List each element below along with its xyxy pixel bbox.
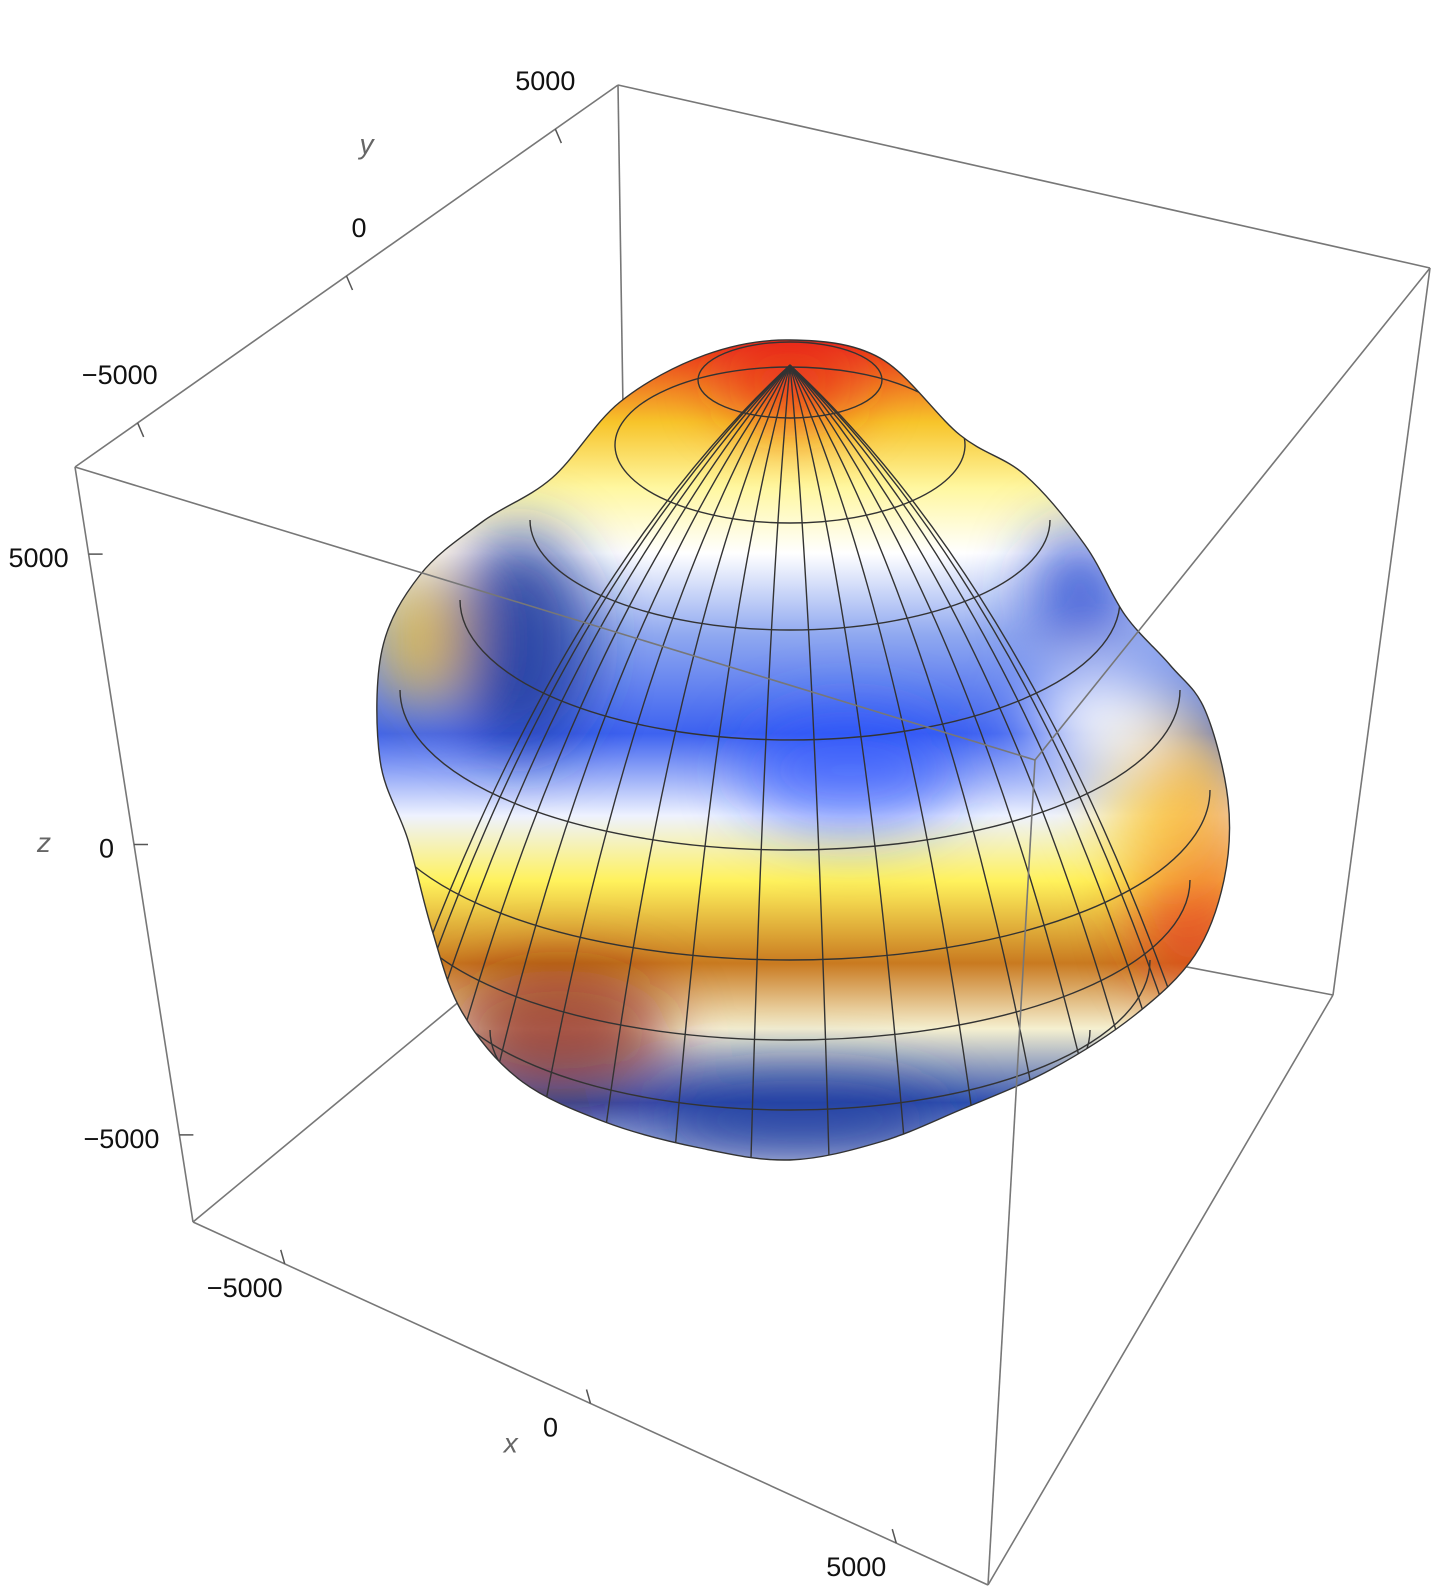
surface-mesh <box>376 341 1230 1161</box>
y-tick <box>136 422 145 438</box>
box-edge <box>987 759 1036 1586</box>
mesh-meridian <box>789 364 907 1161</box>
mesh-meridian <box>789 364 830 1161</box>
box-edge <box>1034 267 1431 761</box>
mesh-latitude <box>376 789 1211 961</box>
mesh-latitude <box>529 519 1051 631</box>
surface <box>376 339 1230 1161</box>
mesh-meridian <box>530 364 791 1161</box>
x-tick <box>585 1389 592 1404</box>
x-tick-label: 0 <box>543 1413 558 1443</box>
x-tick <box>891 1528 897 1544</box>
mesh-latitude <box>614 366 966 524</box>
axes: −5000 0 5000 −5000 0 5000 −5000 0 5000 x z y <box>9 66 897 1582</box>
mesh-meridian <box>789 364 981 1161</box>
z-tick-label: 5000 <box>9 543 69 573</box>
z-tick-label: −5000 <box>84 1124 160 1154</box>
x-axis-label: x <box>502 1428 519 1459</box>
box-edge <box>74 466 1036 761</box>
x-tick-label: −5000 <box>207 1273 283 1303</box>
z-axis-label: z <box>36 827 51 858</box>
y-tick-label: 0 <box>351 213 366 243</box>
surface-outline <box>376 339 1231 1161</box>
mesh-meridian <box>789 364 1111 1161</box>
mesh-latitude <box>399 689 1181 851</box>
box-edge <box>1332 267 1431 996</box>
mesh-meridian <box>469 364 791 1161</box>
mesh-latitude <box>459 599 1121 741</box>
mesh-meridian <box>750 364 791 1161</box>
mesh-meridian <box>599 364 791 1161</box>
y-tick-label: 5000 <box>515 66 575 96</box>
y-axis-label: y <box>358 128 376 159</box>
y-tick-label: −5000 <box>82 360 158 390</box>
x-tick <box>280 1249 286 1265</box>
z-tick-label: 0 <box>99 834 114 864</box>
box-edge <box>987 994 1334 1586</box>
y-tick <box>554 128 563 144</box>
x-tick-label: 5000 <box>826 1552 886 1582</box>
y-tick <box>345 275 354 291</box>
box-edge <box>617 84 1431 269</box>
mesh-meridian <box>673 364 791 1161</box>
